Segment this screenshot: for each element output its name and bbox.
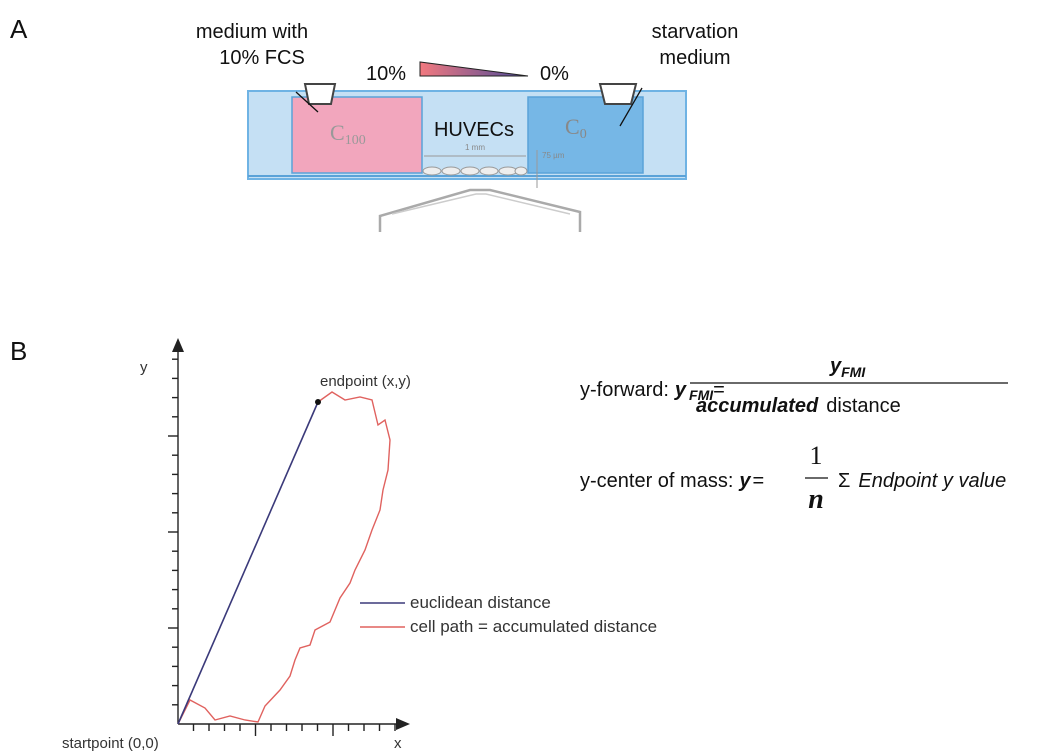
text-part: FMI [841, 364, 866, 380]
endpoint-dot [315, 399, 321, 405]
startpoint-label: startpoint (0,0) [62, 735, 159, 752]
text-part: y [674, 379, 687, 401]
numerator: yFMI [829, 355, 866, 380]
text-part: accumulated [696, 395, 819, 417]
euclidean-line [178, 402, 318, 724]
note: starvation [652, 21, 739, 43]
text-part: Σ [838, 470, 850, 492]
gradient [420, 62, 528, 76]
center-label: HUVECs [434, 119, 514, 141]
text-part: distance [826, 395, 901, 417]
text-part: y [738, 470, 751, 492]
port [305, 84, 335, 104]
port [600, 84, 636, 104]
text-part: 100 [345, 133, 366, 148]
scale-label: 1 mm [465, 143, 485, 152]
axis-label: y [140, 359, 148, 376]
figure: A medium with 10% FCS starvation medium … [0, 0, 1047, 753]
gradient-low: 0% [540, 63, 569, 85]
denominator: accumulated distance [696, 395, 901, 417]
legend-label: euclidean distance [410, 593, 551, 612]
axis-label: x [394, 735, 402, 752]
endpoint-label: endpoint (x,y) [320, 373, 411, 390]
text-part: Endpoint y value [858, 470, 1006, 492]
formula-term: Σ Endpoint y value [838, 470, 1006, 492]
text-part: y-forward: [580, 379, 669, 401]
text-part: C [330, 120, 345, 145]
legend-label: cell path = accumulated distance [410, 617, 657, 636]
note: medium with [196, 21, 308, 43]
note: 10% FCS [219, 47, 305, 69]
panel-label: B [10, 336, 27, 366]
cell-path [178, 392, 390, 724]
text-part: y [829, 355, 842, 377]
scale-label: 75 µm [542, 151, 565, 160]
denominator: n [808, 484, 824, 515]
text-part: 0 [580, 127, 587, 142]
formula: y-center of mass:y= [580, 470, 764, 492]
note: medium [659, 47, 730, 69]
text-part: y-center of mass: [580, 470, 733, 492]
text-part: = [753, 470, 765, 492]
panel-label: A [10, 14, 28, 44]
gradient-high: 10% [366, 63, 406, 85]
text-part: C [565, 114, 580, 139]
numerator: 1 [810, 441, 823, 470]
